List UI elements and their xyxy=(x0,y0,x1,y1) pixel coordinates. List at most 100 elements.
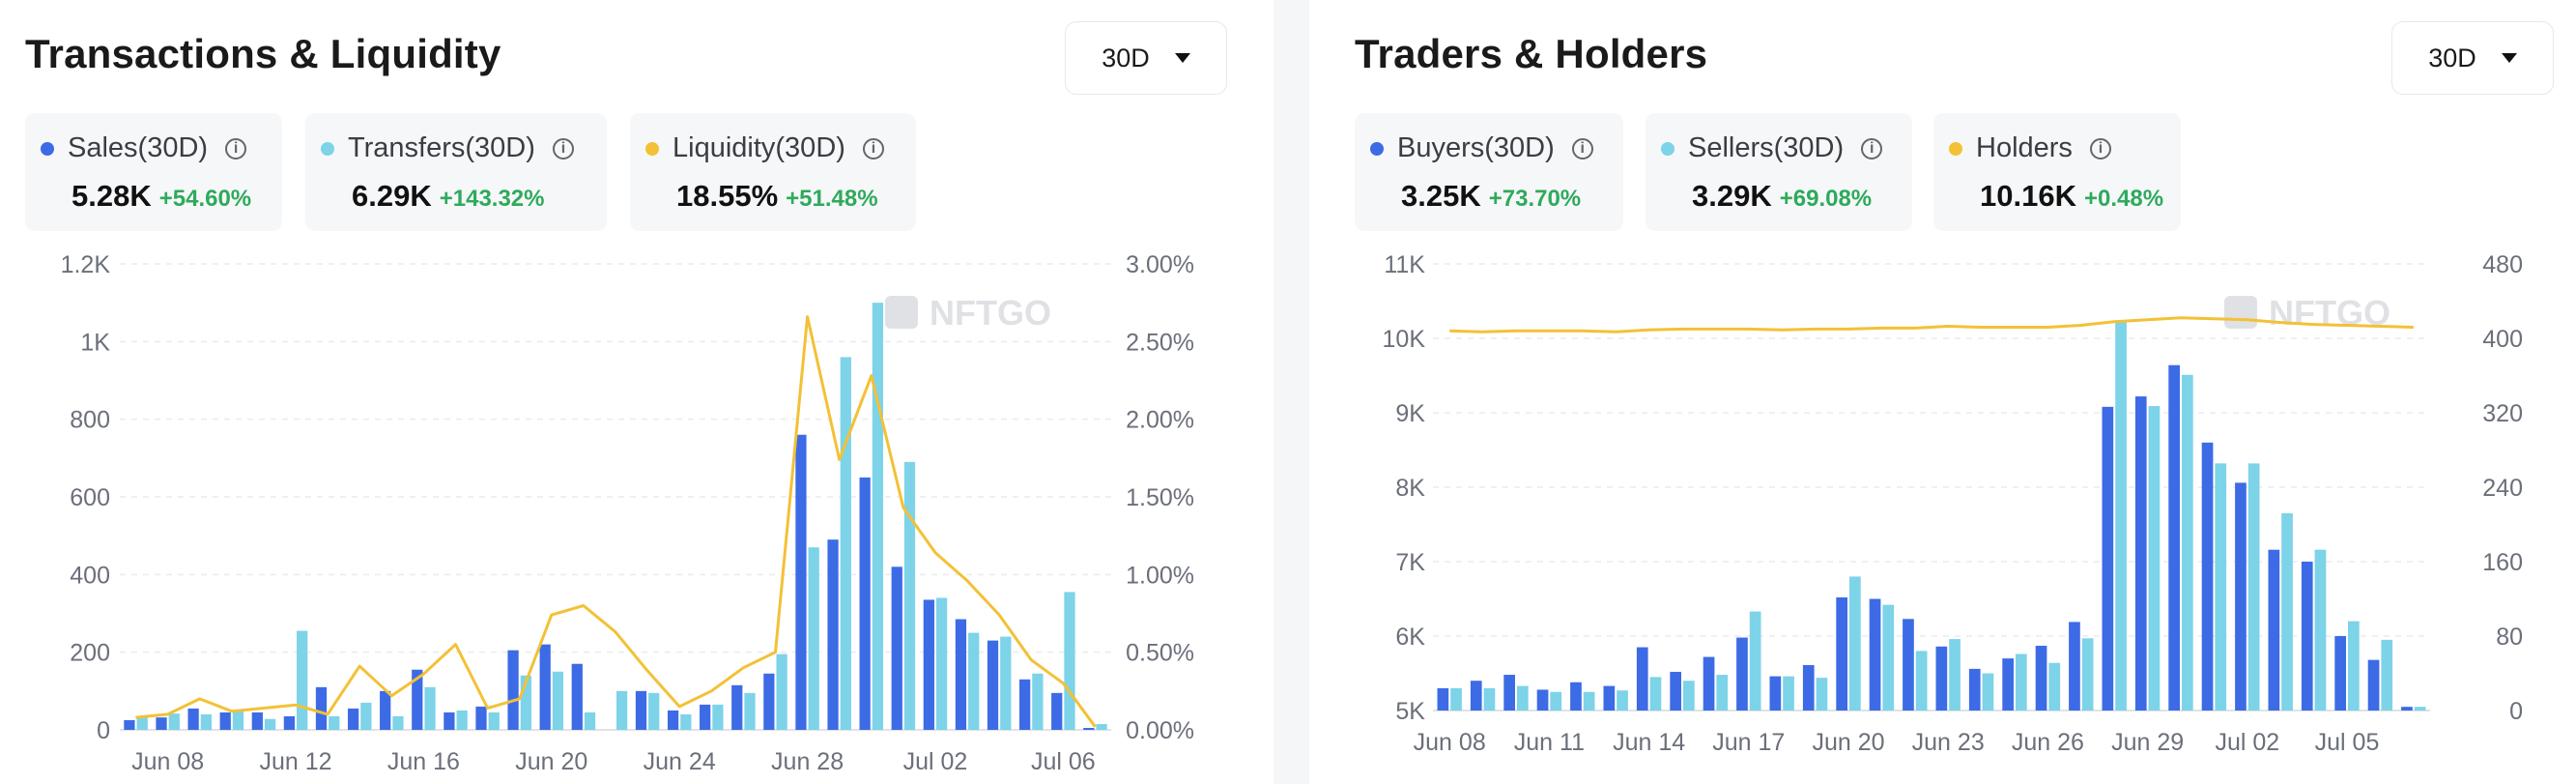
caret-down-icon xyxy=(1174,53,1190,63)
legend-dot-icon xyxy=(645,141,659,156)
y2-tick-label: 0.00% xyxy=(1126,717,1194,744)
bar-primary xyxy=(571,663,583,730)
stat-label: Buyers(30D) xyxy=(1397,132,1555,163)
stat-card-sellers: Sellers(30D) i 3.29K +69.08% xyxy=(1646,113,1912,231)
bar-primary xyxy=(923,599,934,730)
bar-primary xyxy=(2268,549,2280,711)
bar-primary xyxy=(219,711,231,730)
nftgo-watermark: NFTGO xyxy=(885,293,1051,333)
bar-secondary xyxy=(1649,677,1662,711)
y-tick-label: 600 xyxy=(70,484,110,511)
stat-label: Holders xyxy=(1976,132,2073,163)
bar-primary xyxy=(315,686,328,730)
y2-tick-label: 1.00% xyxy=(1126,562,1194,589)
bar-secondary xyxy=(1716,675,1729,711)
bar-primary xyxy=(444,711,455,730)
y2-tick-label: 240 xyxy=(2482,475,2523,502)
bar-primary xyxy=(731,684,743,730)
stat-change: +69.08% xyxy=(1779,186,1873,212)
x-tick-label: Jun 23 xyxy=(1912,729,1985,756)
stat-change: +143.32% xyxy=(439,186,545,212)
bar-primary xyxy=(1802,665,1815,711)
bar-secondary xyxy=(712,704,724,730)
stat-label: Liquidity(30D) xyxy=(673,132,845,163)
bar-primary xyxy=(380,690,391,730)
x-tick-label: Jun 16 xyxy=(387,748,460,775)
bar-secondary xyxy=(1683,681,1695,711)
bar-secondary xyxy=(2314,549,2327,711)
bar-secondary xyxy=(1749,611,1761,711)
bar-primary xyxy=(987,640,999,730)
x-tick-label: Jun 08 xyxy=(1414,729,1486,756)
bar-primary xyxy=(1603,685,1616,711)
watermark-text: NFTGO xyxy=(2269,293,2390,333)
range-selector[interactable]: 30D xyxy=(2391,21,2554,95)
stat-value: 18.55% xyxy=(676,179,779,213)
bar-secondary xyxy=(648,692,660,730)
x-tick-label: Jun 26 xyxy=(2012,729,2084,756)
y2-tick-label: 2.50% xyxy=(1126,329,1194,356)
info-icon[interactable]: i xyxy=(552,137,574,160)
bar-primary xyxy=(1503,675,1515,711)
traders-holders-panel: Traders & Holders 30D Buyers(30D) i 3.25K… xyxy=(1309,0,2576,784)
bar-secondary xyxy=(935,597,948,730)
bar-secondary xyxy=(968,632,980,730)
bar-secondary xyxy=(1483,687,1496,711)
bar-primary xyxy=(124,719,135,730)
y-tick-label: 800 xyxy=(70,407,110,434)
y-tick-label: 1K xyxy=(80,329,110,356)
bar-secondary xyxy=(584,711,596,730)
y-tick-label: 7K xyxy=(1395,549,1425,576)
legend-dot-icon xyxy=(321,141,334,156)
bar-primary xyxy=(1437,687,1449,711)
bar-primary xyxy=(1968,668,1981,711)
bar-secondary xyxy=(2381,639,2393,711)
panel-title: Traders & Holders xyxy=(1355,31,1708,76)
bar-primary xyxy=(1019,679,1031,730)
bar-secondary xyxy=(1949,639,1961,711)
bar-primary xyxy=(1536,689,1549,711)
info-icon[interactable]: i xyxy=(862,137,884,160)
bar-secondary xyxy=(1915,651,1928,711)
stat-label: Sellers(30D) xyxy=(1688,132,1845,163)
bar-primary xyxy=(2401,707,2413,711)
range-label: 30D xyxy=(2428,43,2476,73)
info-icon[interactable]: i xyxy=(1571,137,1593,160)
info-icon[interactable]: i xyxy=(2089,137,2111,160)
y-tick-label: 0 xyxy=(97,717,110,744)
bar-primary xyxy=(2301,562,2313,711)
y2-tick-label: 480 xyxy=(2482,251,2523,278)
bar-primary xyxy=(1769,676,1782,711)
bar-primary xyxy=(1083,727,1095,730)
x-tick-label: Jun 08 xyxy=(131,748,204,775)
y-tick-label: 11K xyxy=(1384,251,1425,278)
bar-primary xyxy=(1736,637,1748,711)
info-icon[interactable]: i xyxy=(225,137,247,160)
bar-primary xyxy=(859,477,871,730)
info-icon[interactable]: i xyxy=(1861,137,1883,160)
stat-change: +73.70% xyxy=(1488,186,1582,212)
bar-primary xyxy=(2201,442,2214,711)
range-label: 30D xyxy=(1102,43,1150,73)
bar-primary xyxy=(1636,647,1648,711)
nftgo-logo-icon xyxy=(2224,296,2257,329)
y-tick-label: 1.2K xyxy=(61,251,111,278)
bar-secondary xyxy=(2048,662,2061,711)
transactions-liquidity-panel: Transactions & Liquidity 30D Sales(30D) i… xyxy=(0,0,1274,784)
stat-value: 5.28K xyxy=(72,179,152,213)
bar-secondary xyxy=(1882,604,1895,711)
bar-secondary xyxy=(456,710,468,730)
bar-secondary xyxy=(2414,707,2426,711)
bar-primary xyxy=(891,566,902,730)
legend-dot-icon xyxy=(1661,141,1674,156)
x-tick-label: Jun 20 xyxy=(515,748,587,775)
stat-change: +51.48% xyxy=(786,186,878,212)
bar-secondary xyxy=(392,715,404,730)
bar-secondary xyxy=(297,630,308,730)
legend-dot-icon xyxy=(41,141,54,156)
bar-secondary xyxy=(1550,691,1562,711)
bar-primary xyxy=(827,539,839,730)
range-selector[interactable]: 30D xyxy=(1065,21,1227,95)
bar-primary xyxy=(2134,396,2147,711)
bar-secondary xyxy=(1849,576,1861,711)
